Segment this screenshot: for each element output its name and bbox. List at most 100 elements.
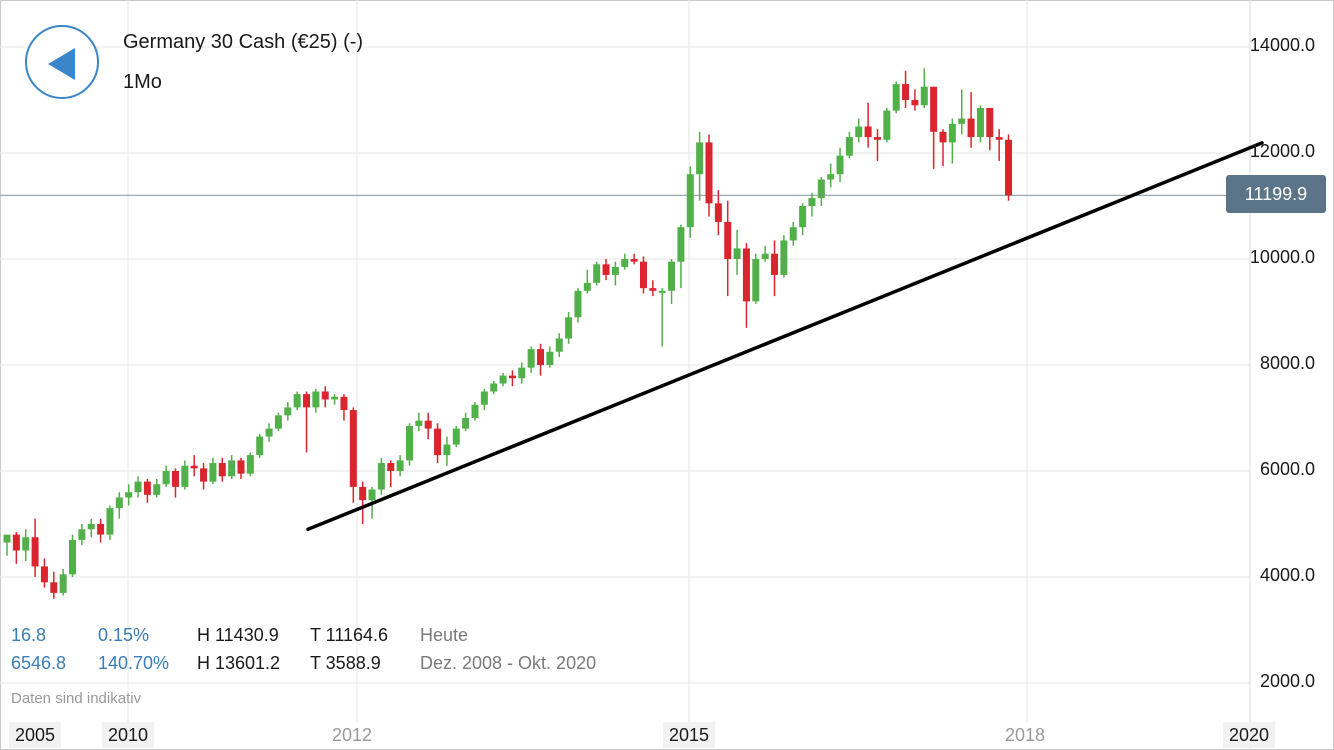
- candle-down[interactable]: [873, 137, 881, 140]
- candle-up[interactable]: [518, 367, 526, 379]
- candle-up[interactable]: [546, 351, 554, 365]
- candle-up[interactable]: [87, 524, 95, 530]
- candle-up[interactable]: [555, 338, 563, 352]
- candle-up[interactable]: [312, 391, 320, 408]
- candle-down[interactable]: [714, 203, 722, 222]
- candle-up[interactable]: [3, 534, 11, 543]
- candle-up[interactable]: [799, 206, 807, 228]
- candle-down[interactable]: [630, 259, 638, 262]
- candle-up[interactable]: [246, 455, 254, 474]
- candle-down[interactable]: [424, 420, 432, 429]
- candle-up[interactable]: [396, 460, 404, 471]
- candle-down[interactable]: [31, 537, 39, 567]
- candle-down[interactable]: [340, 396, 348, 411]
- candle-up[interactable]: [817, 179, 825, 199]
- candle-up[interactable]: [583, 282, 591, 291]
- candle-up[interactable]: [621, 259, 629, 267]
- candle-down[interactable]: [930, 86, 938, 132]
- candle-up[interactable]: [115, 497, 123, 509]
- candle-up[interactable]: [462, 418, 470, 429]
- candle-up[interactable]: [153, 484, 161, 495]
- candle-up[interactable]: [284, 407, 292, 416]
- candle-down[interactable]: [771, 253, 779, 275]
- candle-down[interactable]: [97, 524, 105, 535]
- candle-down[interactable]: [639, 261, 647, 289]
- candle-up[interactable]: [948, 123, 956, 143]
- candle-up[interactable]: [228, 460, 236, 477]
- candle-up[interactable]: [855, 126, 863, 138]
- candle-down[interactable]: [911, 100, 919, 106]
- candle-up[interactable]: [565, 317, 573, 339]
- candle-up[interactable]: [331, 396, 339, 400]
- candle-up[interactable]: [480, 391, 488, 405]
- candle-down[interactable]: [237, 460, 245, 474]
- candle-down[interactable]: [321, 391, 329, 400]
- candle-down[interactable]: [986, 107, 994, 138]
- candle-up[interactable]: [106, 508, 114, 535]
- candle-down[interactable]: [602, 264, 610, 275]
- candle-up[interactable]: [827, 174, 835, 180]
- candle-up[interactable]: [78, 529, 86, 540]
- candle-down[interactable]: [864, 126, 872, 138]
- candle-down[interactable]: [995, 137, 1003, 140]
- candle-down[interactable]: [190, 465, 198, 469]
- candle-up[interactable]: [134, 481, 142, 493]
- candle-up[interactable]: [733, 248, 741, 259]
- candle-up[interactable]: [69, 539, 77, 575]
- candle-down[interactable]: [12, 534, 20, 551]
- candle-up[interactable]: [162, 471, 170, 485]
- candle-down[interactable]: [50, 582, 58, 593]
- candle-up[interactable]: [789, 227, 797, 241]
- candle-down[interactable]: [705, 142, 713, 204]
- candle-up[interactable]: [209, 463, 217, 482]
- candle-up[interactable]: [377, 463, 385, 490]
- candle-up[interactable]: [677, 227, 685, 262]
- candle-up[interactable]: [976, 107, 984, 138]
- candle-up[interactable]: [668, 261, 676, 291]
- candle-up[interactable]: [658, 290, 666, 293]
- candle-down[interactable]: [967, 118, 975, 138]
- candle-up[interactable]: [274, 415, 282, 429]
- candle-up[interactable]: [59, 574, 67, 593]
- candle-down[interactable]: [171, 471, 179, 487]
- candle-up[interactable]: [761, 253, 769, 259]
- candle-up[interactable]: [265, 428, 273, 437]
- candle-up[interactable]: [780, 240, 788, 275]
- trend-line[interactable]: [306, 141, 1264, 532]
- candle-up[interactable]: [686, 174, 694, 228]
- candle-down[interactable]: [508, 375, 516, 379]
- period-selector[interactable]: 1Mo: [123, 71, 162, 93]
- candle-up[interactable]: [696, 142, 704, 175]
- candle-down[interactable]: [143, 481, 151, 495]
- candle-up[interactable]: [808, 198, 816, 206]
- candle-down[interactable]: [434, 428, 442, 456]
- candle-up[interactable]: [125, 492, 133, 498]
- candle-up[interactable]: [883, 110, 891, 140]
- candle-up[interactable]: [958, 118, 966, 124]
- candle-down[interactable]: [218, 463, 226, 477]
- candle-up[interactable]: [181, 465, 189, 487]
- candle-up[interactable]: [845, 137, 853, 156]
- candle-up[interactable]: [368, 489, 376, 501]
- candle-down[interactable]: [939, 131, 947, 143]
- candle-down[interactable]: [200, 468, 208, 482]
- candle-up[interactable]: [836, 155, 844, 175]
- candle-up[interactable]: [892, 84, 900, 111]
- candle-up[interactable]: [452, 428, 460, 445]
- candle-down[interactable]: [724, 221, 732, 259]
- candle-down[interactable]: [537, 349, 545, 365]
- candle-up[interactable]: [471, 404, 479, 418]
- candle-up[interactable]: [256, 436, 264, 456]
- candle-up[interactable]: [920, 86, 928, 106]
- candle-down[interactable]: [387, 463, 395, 471]
- candle-up[interactable]: [574, 290, 582, 318]
- candle-up[interactable]: [752, 259, 760, 302]
- candle-down[interactable]: [902, 84, 910, 100]
- candle-up[interactable]: [415, 420, 423, 426]
- candle-down[interactable]: [40, 566, 48, 583]
- candle-up[interactable]: [593, 264, 601, 283]
- candle-up[interactable]: [405, 425, 413, 461]
- candle-up[interactable]: [22, 537, 30, 551]
- candle-up[interactable]: [499, 375, 507, 384]
